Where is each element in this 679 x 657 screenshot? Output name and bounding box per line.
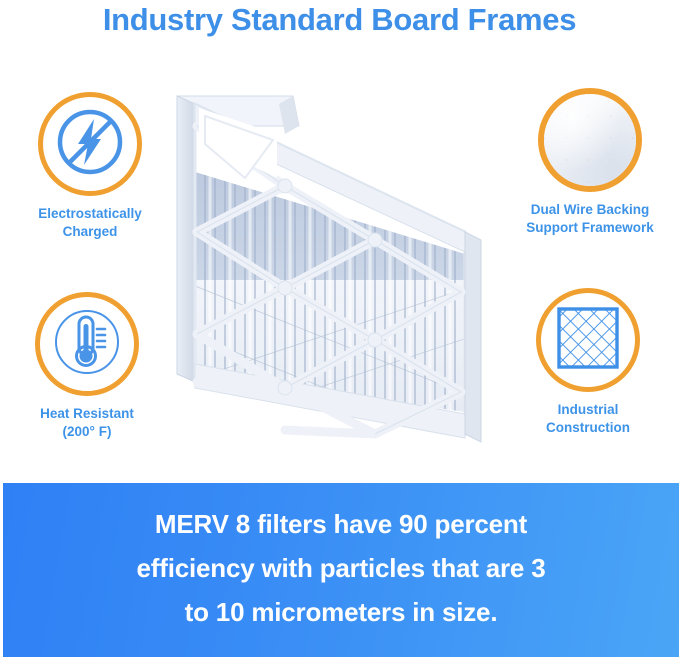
banner-line2: efficiency with particles that are 3 xyxy=(136,553,546,583)
feature-dual-wire-backing: Dual Wire Backing Support Framework xyxy=(495,88,679,237)
product-image-pleated-air-filter xyxy=(165,82,495,482)
feature-caption-line1: Electrostatically xyxy=(38,206,142,221)
feature-icon-ring xyxy=(538,88,642,192)
banner-line3: to 10 micrometers in size. xyxy=(184,597,498,627)
feature-caption: Industrial Construction xyxy=(493,401,679,437)
feature-icon-ring xyxy=(35,292,139,396)
feature-electrostatically-charged: Electrostatically Charged xyxy=(0,92,185,241)
feature-icon-ring xyxy=(38,92,142,196)
banner-text: MERV 8 filters have 90 percent efficienc… xyxy=(3,502,679,638)
banner-line1: MERV 8 filters have 90 percent xyxy=(154,509,528,539)
bottom-banner: MERV 8 filters have 90 percent efficienc… xyxy=(3,483,679,657)
feature-caption-line2: Support Framework xyxy=(526,220,654,235)
feature-caption: Dual Wire Backing Support Framework xyxy=(495,201,679,237)
feature-caption: Heat Resistant (200° F) xyxy=(0,405,182,441)
feature-caption-line1: Heat Resistant xyxy=(40,406,134,421)
feature-icon-ring xyxy=(536,288,640,392)
feature-caption-line1: Dual Wire Backing xyxy=(530,202,650,217)
feature-caption-line2: (200° F) xyxy=(62,424,112,439)
wire-mesh-photo-icon xyxy=(544,94,636,186)
feature-caption: Electrostatically Charged xyxy=(0,205,185,241)
feature-industrial-construction: Industrial Construction xyxy=(493,288,679,437)
feature-caption-line2: Charged xyxy=(62,224,118,239)
feature-caption-line2: Construction xyxy=(546,420,630,435)
lightning-bolt-no-circle-icon xyxy=(51,103,129,186)
feature-heat-resistant: Heat Resistant (200° F) xyxy=(0,292,182,441)
page-title: Industry Standard Board Frames xyxy=(102,2,577,37)
feature-caption-line1: Industrial xyxy=(557,402,619,417)
mesh-square-grid-icon xyxy=(555,305,621,376)
thermometer-icon xyxy=(48,303,126,386)
